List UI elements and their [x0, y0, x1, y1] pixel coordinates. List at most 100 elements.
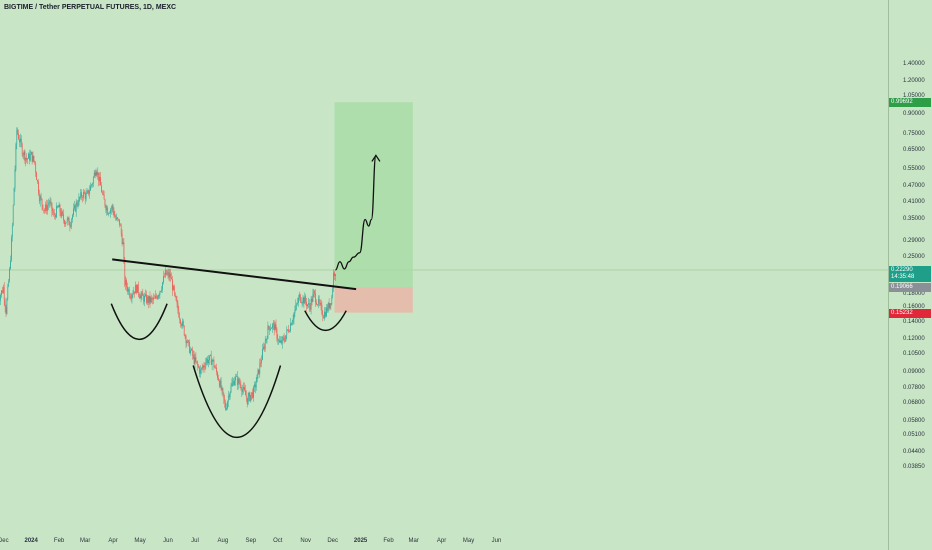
candle-body [6, 299, 8, 314]
candle-body [280, 340, 281, 343]
stop-price-tag: 0.15232 [889, 308, 931, 318]
candle [291, 319, 293, 326]
candle-body [256, 374, 258, 383]
candle [0, 293, 1, 305]
candle-body [234, 380, 235, 386]
candle [205, 357, 207, 370]
candle-body [297, 302, 298, 304]
candle-body [218, 380, 220, 387]
candle [315, 289, 316, 308]
time-tick-label: Aug [217, 538, 229, 544]
candle [18, 129, 19, 140]
candle-body [203, 365, 205, 367]
candle-body [77, 204, 79, 206]
stop-zone [334, 287, 413, 313]
candle-body [46, 204, 47, 211]
candle [93, 169, 95, 178]
candle-body [263, 346, 264, 350]
candle-body [254, 384, 256, 388]
candle-body [66, 218, 68, 223]
candle-body [142, 292, 144, 296]
candle [167, 268, 169, 279]
candle-body [4, 300, 6, 307]
candle-body [205, 362, 207, 368]
candle-body [323, 316, 325, 319]
candle-body [113, 210, 115, 216]
candle [56, 205, 58, 209]
candle-body [268, 325, 270, 327]
candle [123, 238, 125, 265]
candle-body [266, 338, 268, 340]
price-tick-label: 0.06800 [903, 399, 925, 406]
candle [147, 295, 149, 309]
candle [128, 287, 129, 296]
candle [320, 298, 322, 311]
candle [299, 291, 300, 301]
chart-canvas[interactable] [0, 0, 888, 550]
candle [191, 347, 192, 352]
candle [218, 379, 220, 389]
candle [230, 382, 232, 394]
candle-body [334, 272, 335, 277]
candle-body [223, 392, 225, 399]
candle-body [76, 202, 78, 206]
candle-body [178, 309, 180, 317]
candle-body [29, 153, 30, 161]
candle-body [13, 188, 15, 206]
candle-body [318, 298, 320, 303]
candle [78, 193, 80, 207]
candle-body [153, 297, 154, 300]
candle [313, 288, 315, 298]
candle-body [307, 304, 308, 307]
candle [26, 153, 28, 163]
candle [208, 354, 209, 368]
candle [231, 378, 233, 387]
candle [61, 208, 63, 219]
candle-body [325, 311, 326, 317]
candle-body [21, 144, 23, 156]
candle-body [220, 380, 222, 390]
price-tick-label: 0.05800 [903, 417, 925, 424]
candle-body [213, 359, 215, 368]
candle [3, 282, 5, 306]
candle [258, 369, 260, 375]
candle-body [92, 177, 94, 184]
candle-body [131, 294, 133, 299]
candle-body [192, 354, 194, 356]
candle-body [119, 224, 121, 226]
candle [271, 327, 272, 329]
candle [203, 361, 205, 370]
candle-body [166, 273, 168, 275]
candle [261, 355, 262, 368]
candle [223, 392, 225, 404]
candle-body [180, 319, 181, 325]
candle-body [7, 286, 9, 300]
candle [216, 363, 217, 376]
candle-body [94, 172, 96, 176]
candles [0, 127, 336, 411]
candle-body [65, 222, 67, 224]
candle-body [285, 335, 287, 341]
candle [31, 152, 33, 165]
candle-body [47, 203, 49, 206]
candle-body [227, 395, 229, 402]
candle [281, 336, 283, 349]
candle [276, 327, 278, 342]
candle [32, 151, 34, 163]
candle-body [310, 298, 312, 310]
candle [207, 355, 208, 366]
candle [20, 135, 22, 148]
candle [65, 222, 67, 224]
time-tick-label: Apr [108, 538, 118, 544]
candle-body [272, 324, 273, 329]
candle [152, 296, 154, 305]
candle-body [36, 172, 37, 181]
candle [255, 377, 257, 391]
candle-body [91, 184, 92, 186]
price-tick-label: 0.35000 [903, 216, 925, 223]
candle [197, 360, 199, 371]
candle-body [245, 395, 247, 398]
candle [103, 190, 105, 200]
candle [304, 292, 306, 304]
candle-body [20, 138, 22, 145]
